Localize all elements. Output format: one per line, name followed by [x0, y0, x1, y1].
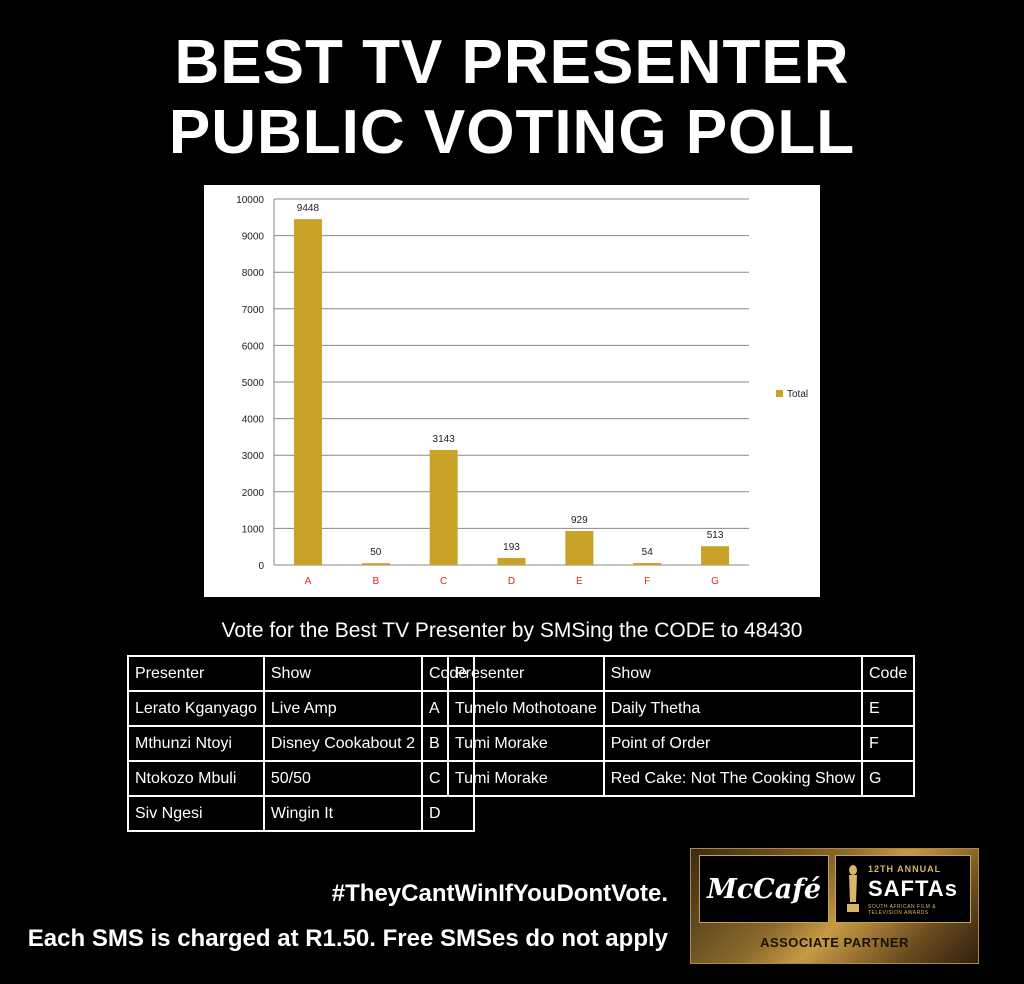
- table-cell: D: [420, 795, 476, 832]
- table-cell: Tumi Morake: [447, 725, 605, 762]
- table-header-row: Presenter Show Code: [127, 655, 476, 692]
- x-tick-label: A: [305, 576, 312, 587]
- title-line-1: BEST TV PRESENTER: [174, 28, 850, 97]
- saftas-logo: 12TH ANNUAL SAFTAs SOUTH AFRICAN FILM & …: [835, 855, 971, 923]
- hashtag-text: #TheyCantWinIfYouDontVote.: [331, 880, 668, 907]
- y-tick-label: 5000: [242, 378, 265, 389]
- table-cell: Siv Ngesi: [127, 795, 265, 832]
- x-tick-label: F: [644, 576, 650, 587]
- table-header-cell: Show: [602, 655, 864, 692]
- table-cell: Tumelo Mothotoane: [447, 690, 605, 727]
- mccafe-logo: McCafé: [699, 855, 829, 923]
- presenter-table-left: Presenter Show Code Lerato Kganyago Live Amp…: [127, 655, 476, 832]
- x-tick-label: G: [711, 576, 719, 587]
- table-cell: Disney Cookabout 2: [262, 725, 423, 762]
- table-header-cell: Presenter: [127, 655, 265, 692]
- bar: [429, 449, 458, 565]
- table-row: Ntokozo Mbuli 50/50 C: [127, 760, 476, 797]
- saftas-name: SAFTAs: [868, 876, 958, 901]
- table-header-row: Presenter Show Code: [447, 655, 916, 692]
- table-header-cell: Code: [860, 655, 916, 692]
- y-tick-label: 6000: [242, 341, 265, 352]
- y-tick-label: 4000: [242, 415, 265, 426]
- presenter-table-right: Presenter Show Code Tumelo Mothotoane Daily …: [447, 655, 916, 797]
- table-cell: Red Cake: Not The Cooking Show: [602, 760, 864, 797]
- chart-panel: 0 1000 2000 3000 4000 5000 6000 7000 8000 9000 100…: [204, 185, 820, 597]
- bar: [565, 530, 594, 565]
- table-cell: Lerato Kganyago: [127, 690, 265, 727]
- y-tick-label: 0: [258, 561, 264, 572]
- table-row: Tumi Morake Red Cake: Not The Cooking Sho…: [447, 760, 916, 797]
- y-tick-label: 9000: [242, 232, 265, 243]
- table-cell: E: [860, 690, 916, 727]
- bar: [633, 563, 662, 565]
- associate-partner-label: ASSOCIATE PARTNER: [760, 935, 909, 950]
- bar: [361, 563, 390, 565]
- data-label: 9448: [297, 203, 320, 214]
- table-cell: Mthunzi Ntoyi: [127, 725, 265, 762]
- y-tick-label: 1000: [242, 524, 265, 535]
- bar: [293, 219, 322, 566]
- data-label: 513: [707, 530, 724, 541]
- sponsor-banner: McCafé 12TH ANNUAL SAFTAs SOUTH AFRICAN …: [690, 848, 979, 964]
- data-label: 50: [370, 547, 382, 558]
- saftas-annual-label: 12TH ANNUAL: [868, 864, 942, 874]
- table-row: Tumi Morake Point of Order F: [447, 725, 916, 762]
- sms-charge-note: Each SMS is charged at R1.50. Free SMSes…: [27, 925, 668, 952]
- data-label: 929: [571, 515, 588, 526]
- table-header-cell: Show: [262, 655, 423, 692]
- y-tick-label: 2000: [242, 488, 265, 499]
- vote-instructions: Vote for the Best TV Presenter by SMSing…: [221, 619, 803, 642]
- y-tick-label: 7000: [242, 305, 265, 316]
- table-cell: Daily Thetha: [602, 690, 864, 727]
- bar: [497, 557, 526, 565]
- table-cell: F: [860, 725, 916, 762]
- x-tick-label: D: [508, 576, 515, 587]
- bar-chart: 0 1000 2000 3000 4000 5000 6000 7000 8000 9000 100…: [236, 195, 808, 587]
- table-cell: Tumi Morake: [447, 760, 605, 797]
- y-tick-label: 8000: [242, 268, 265, 279]
- data-label: 193: [503, 542, 520, 553]
- mccafe-logo-text: McCafé: [706, 873, 822, 905]
- table-cell: Live Amp: [262, 690, 423, 727]
- table-header-cell: Presenter: [447, 655, 605, 692]
- table-cell: G: [860, 760, 916, 797]
- saftas-subtitle: SOUTH AFRICAN FILM & TELEVISION AWARDS: [868, 904, 937, 916]
- table-row: Tumelo Mothotoane Daily Thetha E: [447, 690, 916, 727]
- y-tick-label: 10000: [236, 195, 264, 206]
- award-statue-icon: [847, 865, 859, 912]
- x-tick-label: C: [440, 576, 447, 587]
- table-cell: 50/50: [262, 760, 423, 797]
- table-row: Siv Ngesi Wingin It D: [127, 795, 476, 832]
- table-cell: Wingin It: [262, 795, 423, 832]
- y-tick-label: 3000: [242, 451, 265, 462]
- data-label: 3143: [433, 434, 456, 445]
- title-line-2: PUBLIC VOTING POLL: [168, 98, 856, 167]
- x-tick-label: B: [372, 576, 379, 587]
- table-row: Lerato Kganyago Live Amp A: [127, 690, 476, 727]
- x-tick-label: E: [576, 576, 583, 587]
- legend-label: Total: [787, 389, 808, 400]
- table-cell: Point of Order: [602, 725, 864, 762]
- data-label: 54: [642, 547, 654, 558]
- bar: [701, 546, 730, 565]
- legend-swatch: [776, 390, 783, 397]
- table-cell: Ntokozo Mbuli: [127, 760, 265, 797]
